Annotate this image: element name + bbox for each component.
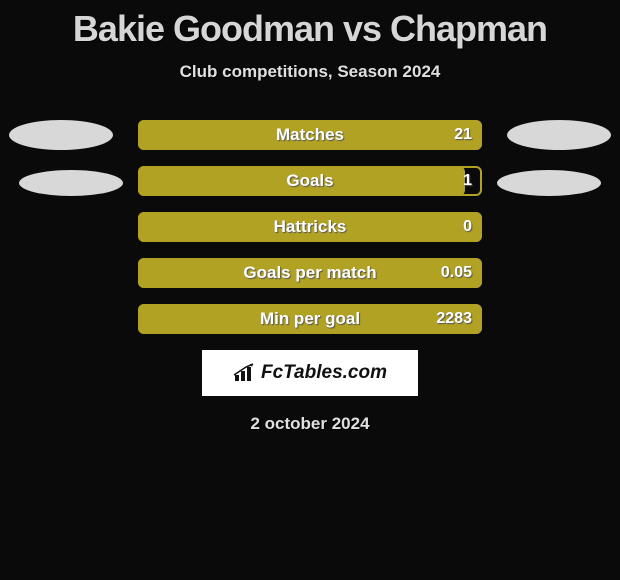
bar-value: 2283 (436, 310, 472, 328)
logo-text: FcTables.com (261, 362, 387, 384)
page-title: Bakie Goodman vs Chapman (0, 0, 620, 50)
chart-region: Matches 21 Goals 1 Hattricks 0 Goals per… (0, 120, 620, 434)
bar-label: Goals per match (138, 263, 482, 283)
bar-row: Hattricks 0 (138, 212, 482, 242)
bar-label: Min per goal (138, 309, 482, 329)
bar-row: Min per goal 2283 (138, 304, 482, 334)
bar-value: 1 (463, 172, 472, 190)
avatar-placeholder-left-2 (19, 170, 123, 196)
avatar-placeholder-left-1 (9, 120, 113, 150)
avatar-placeholder-right-2 (497, 170, 601, 196)
bar-label: Goals (138, 171, 482, 191)
bar-label: Hattricks (138, 217, 482, 237)
avatar-placeholder-right-1 (507, 120, 611, 150)
bar-label: Matches (138, 125, 482, 145)
page-subtitle: Club competitions, Season 2024 (0, 62, 620, 82)
date-line: 2 october 2024 (0, 414, 620, 434)
bar-value: 0.05 (441, 264, 472, 282)
chart-icon (233, 363, 257, 383)
bar-value: 21 (454, 126, 472, 144)
logo-box: FcTables.com (202, 350, 418, 396)
bar-value: 0 (463, 218, 472, 236)
logo: FcTables.com (233, 362, 387, 384)
bar-row: Goals 1 (138, 166, 482, 196)
bar-row: Goals per match 0.05 (138, 258, 482, 288)
bar-row: Matches 21 (138, 120, 482, 150)
bar-list: Matches 21 Goals 1 Hattricks 0 Goals per… (138, 120, 482, 334)
